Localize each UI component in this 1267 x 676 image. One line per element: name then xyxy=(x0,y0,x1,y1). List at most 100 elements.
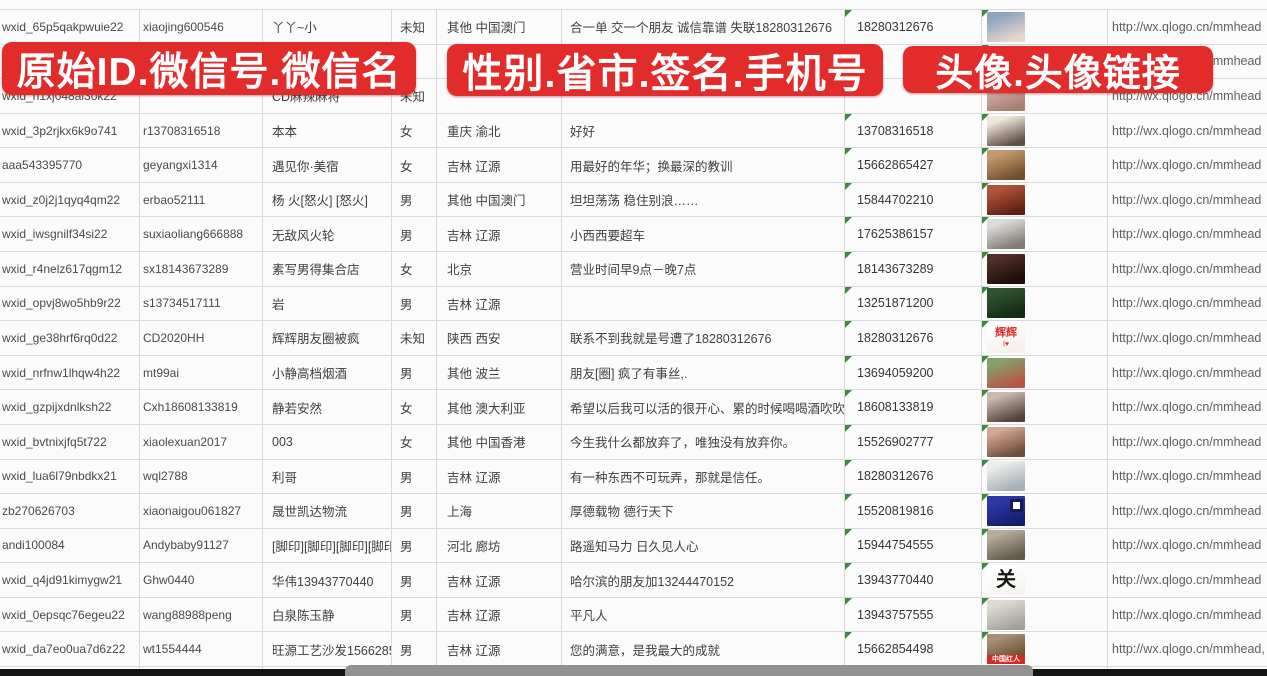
cell-region[interactable]: 吉林 辽源 xyxy=(437,459,562,494)
cell-signature[interactable] xyxy=(562,286,845,321)
cell-avatar[interactable] xyxy=(982,494,1108,528)
cell-wechat-name[interactable]: 静若安然 xyxy=(263,390,392,424)
cell-original-id[interactable]: wxid_da7eo0ua7d6z22 xyxy=(0,632,140,666)
cell-region[interactable]: 吉林 辽源 xyxy=(437,286,562,321)
cell-wechat-account[interactable]: CD2020HH xyxy=(140,321,263,355)
autumn-figure-photo-avatar-thumbnail[interactable] xyxy=(987,150,1025,181)
cell-wechat-account[interactable]: wang88988peng xyxy=(140,597,263,632)
cell-avatar-link[interactable]: http://wx.qlogo.cn/mmhead xyxy=(1112,607,1262,622)
cell-phone[interactable]: 13251871200 xyxy=(845,286,982,321)
cell-wechat-account[interactable]: Andybaby91127 xyxy=(140,528,263,563)
cell-phone[interactable]: 15844702210 xyxy=(845,182,982,217)
photo-with-red-strip-avatar-thumbnail[interactable]: 中国红人 xyxy=(987,634,1025,665)
cell-gender[interactable]: 男 xyxy=(392,459,437,494)
cell-original-id[interactable]: wxid_lua6l79nbdkx21 xyxy=(0,459,140,494)
woman-white-dress-photo-avatar-thumbnail[interactable] xyxy=(987,115,1025,146)
cell-gender[interactable]: 男 xyxy=(392,632,437,666)
cell-original-id[interactable]: wxid_gzpijxdnlksh22 xyxy=(0,390,140,424)
cell-wechat-account[interactable] xyxy=(140,79,263,113)
cell-avatar-link[interactable]: http://wx.qlogo.cn/mmhead xyxy=(1112,400,1262,415)
cell-wechat-account[interactable]: Ghw0440 xyxy=(140,563,263,597)
woman-sunglasses-photo-avatar-thumbnail[interactable] xyxy=(987,357,1025,388)
cell-avatar[interactable] xyxy=(982,390,1108,424)
cell-region[interactable]: 吉林 辽源 xyxy=(437,217,562,252)
cell-original-id[interactable]: wxid_bvtnixjfq5t722 xyxy=(0,424,140,459)
cell-original-id[interactable]: wxid_ge38hrf6rq0d22 xyxy=(0,321,140,355)
cell-phone[interactable] xyxy=(845,79,982,113)
cell-original-id[interactable]: andi100084 xyxy=(0,528,140,563)
cell-avatar-link[interactable]: http://wx.qlogo.cn/mmhead xyxy=(1112,503,1262,518)
cell-avatar-link[interactable]: http://wx.qlogo.cn/mmhead xyxy=(1112,123,1262,138)
cell-wechat-name[interactable]: 晟世凯达物流 xyxy=(263,494,392,528)
cell-original-id[interactable]: wxid_iwsgnilf34si22 xyxy=(0,217,140,252)
cell-gender[interactable]: 男 xyxy=(392,355,437,390)
cell-gender[interactable]: 女 xyxy=(392,113,437,148)
cell-gender[interactable]: 男 xyxy=(392,286,437,321)
cell-avatar[interactable] xyxy=(982,528,1108,563)
cell-avatar[interactable]: 辉辉 I♥ xyxy=(982,321,1108,355)
cell-region[interactable]: 陕西 西安 xyxy=(437,321,562,355)
cell-gender[interactable]: 男 xyxy=(392,217,437,252)
dark-storefront-photo-avatar-thumbnail[interactable] xyxy=(987,253,1025,284)
cell-avatar[interactable] xyxy=(982,597,1108,632)
person-white-hat-photo-avatar-thumbnail[interactable] xyxy=(987,461,1025,492)
cell-signature[interactable]: 小西西要超车 xyxy=(562,217,845,252)
cell-phone[interactable]: 15662865427 xyxy=(845,148,982,182)
blue-qr-logo-avatar-thumbnail[interactable] xyxy=(987,495,1025,526)
cell-signature[interactable]: 哈尔滨的朋友加13244470152 xyxy=(562,563,845,597)
cell-region[interactable]: 其他 中国澳门 xyxy=(437,10,562,44)
cell-signature[interactable]: 希望以后我可以活的很开心、累的时候喝喝酒吹吹[ xyxy=(562,390,845,424)
cell-signature[interactable]: 厚德载物 德行天下 xyxy=(562,494,845,528)
cell-avatar[interactable] xyxy=(982,10,1108,44)
cell-wechat-account[interactable]: xiaojing600546 xyxy=(140,10,263,44)
cell-wechat-name[interactable]: 辉辉朋友圈被疯 xyxy=(263,321,392,355)
cell-avatar[interactable]: 关 xyxy=(982,563,1108,597)
cell-avatar-link[interactable]: http://wx.qlogo.cn/mmhead xyxy=(1112,330,1262,345)
cell-wechat-account[interactable]: erbao52111 xyxy=(140,182,263,217)
cell-wechat-name[interactable]: 岩 xyxy=(263,286,392,321)
cell-region[interactable]: 吉林 辽源 xyxy=(437,632,562,666)
cell-wechat-name[interactable]: 丫丫~小 xyxy=(263,10,392,44)
woman-selfie-photo-avatar-thumbnail[interactable] xyxy=(987,426,1025,457)
cell-avatar[interactable] xyxy=(982,286,1108,321)
cell-original-id[interactable]: aaa543395770 xyxy=(0,148,140,182)
cell-region[interactable]: 其他 澳大利亚 xyxy=(437,390,562,424)
cell-avatar[interactable] xyxy=(982,148,1108,182)
cell-gender[interactable]: 未知 xyxy=(392,10,437,44)
cell-wechat-account[interactable]: mt99ai xyxy=(140,355,263,390)
cell-wechat-name[interactable]: 003 xyxy=(263,424,392,459)
cell-wechat-account[interactable]: sx18143673289 xyxy=(140,252,263,286)
cell-avatar[interactable] xyxy=(982,182,1108,217)
cell-wechat-account[interactable]: wql2788 xyxy=(140,459,263,494)
cell-region[interactable]: 吉林 辽源 xyxy=(437,563,562,597)
cell-region[interactable]: 上海 xyxy=(437,494,562,528)
cell-phone[interactable]: 18280312676 xyxy=(845,10,982,44)
cell-wechat-name[interactable]: 旺源工艺沙发15662854 xyxy=(263,632,392,666)
cell-wechat-name[interactable]: 杨 火[怒火] [怒火] xyxy=(263,182,392,217)
cell-wechat-name[interactable]: 华伟13943770440 xyxy=(263,563,392,597)
cell-original-id[interactable]: wxid_3p2rjkx6k9o741 xyxy=(0,113,140,148)
cell-signature[interactable]: 平凡人 xyxy=(562,597,845,632)
cell-gender[interactable]: 女 xyxy=(392,390,437,424)
cell-avatar-link[interactable]: http://wx.qlogo.cn/mmhead xyxy=(1112,538,1262,553)
cell-phone[interactable]: 17625386157 xyxy=(845,217,982,252)
cell-region[interactable]: 其他 中国澳门 xyxy=(437,182,562,217)
cell-phone[interactable]: 13943770440 xyxy=(845,563,982,597)
cell-region[interactable]: 重庆 渝北 xyxy=(437,113,562,148)
cell-region[interactable]: 其他 中国香港 xyxy=(437,424,562,459)
cell-original-id[interactable]: wxid_q4jd91kimygw21 xyxy=(0,563,140,597)
cell-avatar-link[interactable]: http://wx.qlogo.cn/mmhead xyxy=(1112,261,1262,276)
cell-wechat-name[interactable]: 素写男得集合店 xyxy=(263,252,392,286)
cell-gender[interactable]: 男 xyxy=(392,182,437,217)
cell-original-id[interactable]: wxid_nrfnw1lhqw4h22 xyxy=(0,355,140,390)
cell-region[interactable]: 吉林 辽源 xyxy=(437,148,562,182)
cell-phone[interactable]: 18143673289 xyxy=(845,252,982,286)
cell-phone[interactable]: 13943757555 xyxy=(845,597,982,632)
cell-gender[interactable]: 男 xyxy=(392,597,437,632)
cell-avatar-link[interactable]: http://wx.qlogo.cn/mmhead xyxy=(1112,434,1262,449)
cell-wechat-account[interactable]: wt1554444 xyxy=(140,632,263,666)
cell-avatar[interactable]: 中国红人 xyxy=(982,632,1108,666)
cell-signature[interactable]: 朋友[圈] 疯了有事丝,. xyxy=(562,355,845,390)
woman-portrait-photo-avatar-thumbnail[interactable] xyxy=(987,11,1025,42)
cell-gender[interactable]: 男 xyxy=(392,494,437,528)
